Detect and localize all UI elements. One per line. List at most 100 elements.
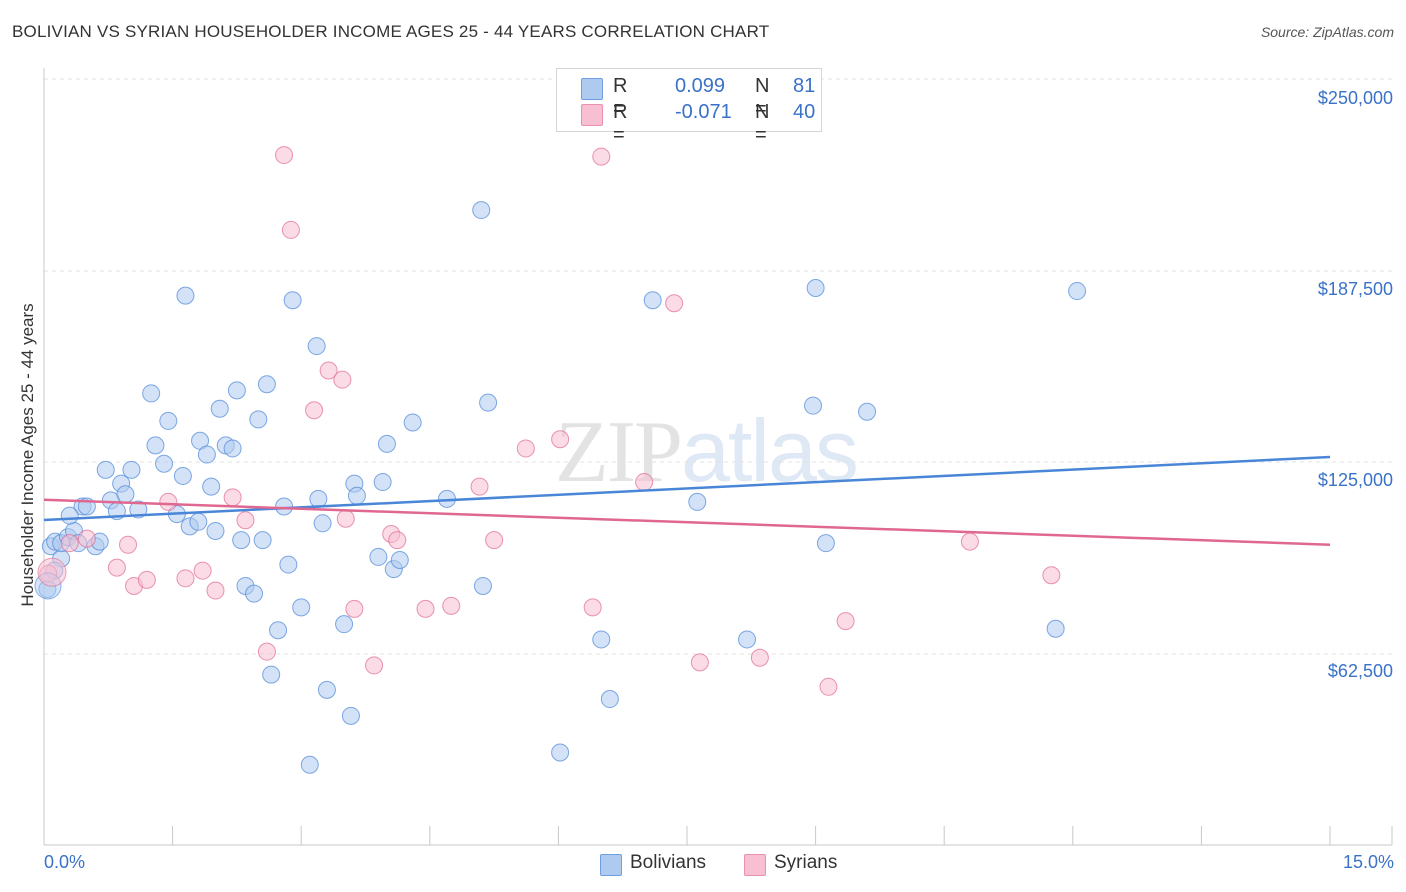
y-tick-label: $187,500 <box>1318 279 1393 299</box>
bolivians-point <box>142 384 161 403</box>
bolivians-point <box>249 410 268 429</box>
syrians-point <box>836 612 855 631</box>
bolivians-swatch <box>600 854 622 876</box>
n-label: N = <box>755 101 770 146</box>
syrians-point <box>107 558 126 577</box>
syrians-point <box>1042 566 1061 585</box>
bolivians-point <box>232 531 251 550</box>
bolivians-point <box>551 743 570 762</box>
r-value: -0.071 <box>675 101 732 123</box>
bolivians-point <box>245 584 264 603</box>
bolivians-point <box>600 690 619 709</box>
bolivians-point <box>317 680 336 699</box>
bolivians-point <box>300 755 319 774</box>
r-label: R = <box>613 101 628 146</box>
bolivians-point <box>253 531 272 550</box>
bolivians-point <box>403 413 422 432</box>
bolivians-point <box>313 514 332 533</box>
stats-legend: R = 0.099 N = 81 R = -0.071 N = 40 <box>556 68 822 146</box>
bolivians-point <box>146 436 165 455</box>
syrians-point <box>305 401 324 420</box>
syrians-point <box>333 370 352 389</box>
r-value: 0.099 <box>675 75 726 97</box>
syrians-point <box>819 677 838 696</box>
bolivians-point <box>269 621 288 640</box>
bolivians-point <box>377 434 396 453</box>
y-tick-label: $250,000 <box>1318 88 1393 108</box>
y-axis-label: Householder Income Ages 25 - 44 years <box>18 303 37 607</box>
bolivians-point <box>341 706 360 725</box>
syrians-point <box>257 642 276 661</box>
bolivians-point <box>202 477 221 496</box>
syrians-point <box>635 473 654 492</box>
bolivians-point <box>210 399 229 418</box>
y-tick-label: $62,500 <box>1328 661 1393 681</box>
bolivians-point <box>688 492 707 511</box>
chart-title: BOLIVIAN VS SYRIAN HOUSEHOLDER INCOME AG… <box>12 22 770 41</box>
bolivians-point <box>96 460 115 479</box>
source-label: Source: ZipAtlas.com <box>1260 24 1394 40</box>
n-value: 40 <box>793 101 816 123</box>
bolivians-swatch <box>581 78 603 100</box>
bolivians-point <box>116 485 135 504</box>
bolivians-point <box>816 534 835 553</box>
y-tick-label: $125,000 <box>1318 470 1393 490</box>
watermark-zip: ZIP <box>555 404 683 501</box>
syrians-point <box>60 534 79 553</box>
syrians-point <box>193 561 212 580</box>
bolivians-point <box>307 337 326 356</box>
syrians-point <box>176 569 195 588</box>
syrians-point <box>960 532 979 551</box>
bolivians-point <box>1068 282 1087 301</box>
syrians-point <box>750 648 769 667</box>
bolivians-trendline <box>43 455 1331 522</box>
bolivians-point <box>227 381 246 400</box>
bolivians-point <box>173 466 192 485</box>
syrians-point <box>345 599 364 618</box>
bolivians-point <box>197 445 216 464</box>
syrians-point <box>137 570 156 589</box>
syrians-point <box>275 146 294 165</box>
bolivians-point <box>390 550 409 569</box>
bolivians-point <box>643 291 662 310</box>
syrians-point <box>665 294 684 313</box>
legend-label: Syrians <box>774 852 838 873</box>
bolivians-point <box>1046 619 1065 638</box>
syrians-point <box>583 598 602 617</box>
syrians-point <box>485 531 504 550</box>
bolivians-point <box>347 486 366 505</box>
syrians-point <box>470 477 489 496</box>
bolivians-point <box>858 402 877 421</box>
bolivians-point <box>122 460 141 479</box>
syrians-point <box>416 599 435 618</box>
r-label: R = <box>613 75 628 120</box>
bolivians-point <box>206 521 225 540</box>
bolivians-point <box>275 497 294 516</box>
bolivians-point <box>373 473 392 492</box>
syrians-point <box>159 492 178 511</box>
bolivians-point <box>129 500 148 519</box>
syrians-point <box>365 656 384 675</box>
bolivians-point <box>804 396 823 415</box>
syrians-point <box>281 220 300 239</box>
bolivians-point <box>283 291 302 310</box>
syrians-swatch <box>744 854 766 876</box>
bolivians-point <box>309 489 328 508</box>
bolivians-point <box>262 665 281 684</box>
bolivians-point <box>155 454 174 473</box>
bolivians-point <box>473 576 492 595</box>
bolivians-point <box>159 411 178 430</box>
bolivians-point <box>257 375 276 394</box>
n-label: N = <box>755 75 770 120</box>
bolivians-point <box>592 630 611 649</box>
watermark: ZIPatlas <box>555 400 859 503</box>
bolivians-point <box>189 512 208 531</box>
syrians-point <box>551 430 570 449</box>
bolivians-point <box>369 547 388 566</box>
x-axis-max-label: 15.0% <box>1342 852 1394 872</box>
syrians-point <box>223 488 242 507</box>
bolivians-point <box>738 630 757 649</box>
legend-label: Bolivians <box>630 852 707 873</box>
syrians-trendline <box>43 498 1331 546</box>
